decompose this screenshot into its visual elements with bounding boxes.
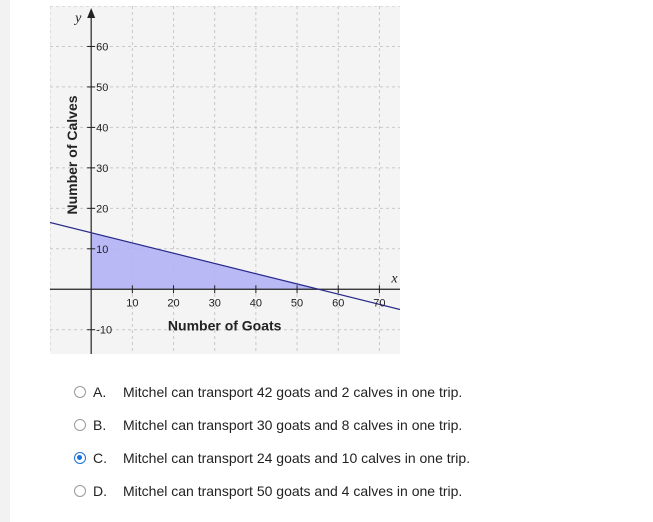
y-tick-label: 20 <box>96 203 108 215</box>
y-axis-title: Number of Calves <box>64 95 80 214</box>
y-tick-label: 10 <box>96 244 108 256</box>
x-tick-label: 70 <box>373 297 385 309</box>
grid-lines <box>50 6 400 354</box>
boundary-line <box>50 221 400 311</box>
y-tick-label: 60 <box>96 41 108 53</box>
option-letter: C. <box>93 450 107 466</box>
option-c[interactable]: C. Mitchel can transport 24 goats and 10… <box>74 446 614 470</box>
option-b[interactable]: B. Mitchel can transport 30 goats and 8 … <box>74 413 614 437</box>
x-axis-variable: x <box>390 271 398 286</box>
option-letter: A. <box>93 384 107 400</box>
x-tick-label: 40 <box>250 297 262 309</box>
option-letter: B. <box>93 417 107 433</box>
radio-icon[interactable] <box>74 485 86 497</box>
option-a[interactable]: A. Mitchel can transport 42 goats and 2 … <box>74 380 614 404</box>
x-tick-label: 60 <box>332 297 344 309</box>
y-tick-label: 30 <box>96 163 108 175</box>
option-text: Mitchel can transport 24 goats and 10 ca… <box>123 450 471 466</box>
graph-background <box>50 6 400 354</box>
x-tick-label: 10 <box>126 297 138 309</box>
x-tick-label: 50 <box>291 297 303 309</box>
x-tick-label: 30 <box>209 297 221 309</box>
y-tick-label: 50 <box>96 82 108 94</box>
y-axis-arrow-icon <box>87 8 96 18</box>
option-text: Mitchel can transport 30 goats and 8 cal… <box>123 417 463 433</box>
y-tick-label: 40 <box>96 122 108 134</box>
option-letter: D. <box>93 483 107 499</box>
radio-icon[interactable] <box>74 419 86 431</box>
option-text: Mitchel can transport 50 goats and 4 cal… <box>123 483 463 499</box>
left-gutter <box>0 0 10 522</box>
radio-icon[interactable] <box>74 386 86 398</box>
option-d[interactable]: D. Mitchel can transport 50 goats and 4 … <box>74 479 614 503</box>
inequality-graph: 10 20 30 40 50 60 70 -10 10 20 30 40 50 60 y x Number… <box>50 6 400 354</box>
x-axis-title: Number of Goats <box>168 317 282 333</box>
x-tick-label: 20 <box>167 297 179 309</box>
option-text: Mitchel can transport 42 goats and 2 cal… <box>123 384 463 400</box>
graph-svg: 10 20 30 40 50 60 70 -10 10 20 30 40 50 60 y x Number… <box>50 6 400 354</box>
radio-icon[interactable] <box>74 452 86 464</box>
y-axis-variable: y <box>73 11 82 26</box>
y-tick-label: -10 <box>96 325 112 337</box>
axis-ticks: 10 20 30 40 50 60 70 -10 10 20 30 40 50 60 <box>87 41 386 337</box>
